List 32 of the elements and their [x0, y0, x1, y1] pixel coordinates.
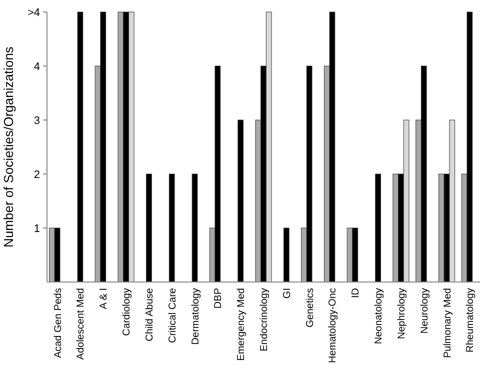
- x-tick-label: A & I: [98, 288, 110, 310]
- x-tick-label: Genetics: [304, 288, 316, 328]
- bar: [168, 174, 175, 282]
- x-tick-label: Dermatology: [190, 288, 202, 345]
- x-tick-label: Endocrinology: [259, 288, 270, 352]
- x-tick-label: Neonatology: [374, 288, 385, 344]
- x-tick-label: GI: [282, 288, 293, 299]
- bar: [238, 120, 244, 282]
- y-tick-label: 4: [34, 60, 40, 73]
- y-tick-label: 1: [34, 222, 40, 235]
- x-tick-label: Neurology: [419, 288, 430, 334]
- y-tick-label: 2: [34, 168, 40, 181]
- x-tick-label: Child Abuse: [144, 288, 156, 342]
- bar: [192, 174, 198, 282]
- x-tick-label: Hematology-Onc: [328, 288, 339, 364]
- x-tick-label: Critical Care: [167, 288, 178, 344]
- x-tick-label: Nephrology: [396, 288, 408, 340]
- x-tick-label: Rheumatology: [465, 288, 476, 352]
- x-tick-label: ID: [350, 288, 362, 298]
- bar: [77, 12, 84, 282]
- bar: [283, 228, 290, 282]
- bar: [146, 174, 152, 282]
- x-tick-label: Cardiology: [122, 288, 133, 336]
- bar: [375, 174, 381, 282]
- x-tick-label: DBP: [213, 288, 224, 309]
- x-tick-label: Acad Gen Peds: [52, 288, 64, 358]
- x-tick-label: Pulmonary Med: [442, 288, 454, 358]
- x-tick-label: Adolescent Med: [76, 288, 87, 360]
- y-tick-label: 3: [34, 114, 40, 127]
- x-tick-label: Emergency Med: [236, 288, 248, 361]
- y-tick-label: >4: [27, 6, 40, 19]
- y-axis-title: Number of Societies/Organizations: [1, 46, 16, 248]
